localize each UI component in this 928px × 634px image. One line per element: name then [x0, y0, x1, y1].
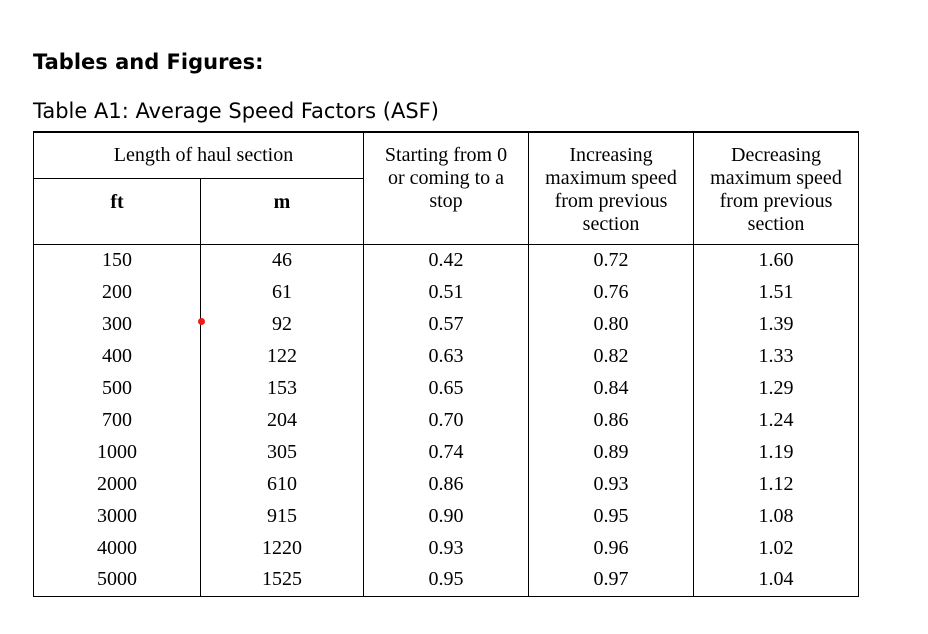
- cell-starting: 0.74: [363, 436, 529, 468]
- cell-starting: 0.51: [363, 276, 529, 308]
- table-row: 3000 915 0.90 0.95 1.08: [33, 500, 859, 532]
- section-heading: Tables and Figures:: [33, 50, 264, 74]
- red-marker-dot: [198, 318, 205, 325]
- cell-m: 915: [200, 500, 364, 532]
- table-row: 700 204 0.70 0.86 1.24: [33, 404, 859, 436]
- header-increasing-text: Increasing maximum speed from previous s…: [545, 144, 677, 235]
- cell-increasing: 0.86: [528, 404, 694, 436]
- cell-increasing: 0.72: [528, 244, 694, 276]
- cell-starting: 0.90: [363, 500, 529, 532]
- header-unit-m: m: [200, 178, 364, 245]
- cell-ft: 500: [33, 372, 201, 404]
- cell-increasing: 0.84: [528, 372, 694, 404]
- cell-increasing: 0.97: [528, 564, 694, 596]
- cell-decreasing: 1.12: [693, 468, 859, 500]
- cell-increasing: 0.89: [528, 436, 694, 468]
- cell-m: 153: [200, 372, 364, 404]
- cell-starting: 0.63: [363, 340, 529, 372]
- header-length-of-haul-section: Length of haul section: [33, 132, 364, 179]
- header-starting-from-zero: Starting from 0 or coming to a stop: [363, 132, 529, 245]
- cell-m: 305: [200, 436, 364, 468]
- cell-ft: 150: [33, 244, 201, 276]
- cell-decreasing: 1.02: [693, 532, 859, 564]
- cell-ft: 200: [33, 276, 201, 308]
- cell-ft: 2000: [33, 468, 201, 500]
- table-row: 1000 305 0.74 0.89 1.19: [33, 436, 859, 468]
- cell-m: 610: [200, 468, 364, 500]
- cell-m: 1525: [200, 564, 364, 596]
- cell-ft: 4000: [33, 532, 201, 564]
- cell-ft: 3000: [33, 500, 201, 532]
- header-unit-ft: ft: [33, 178, 201, 245]
- cell-ft: 5000: [33, 564, 201, 596]
- cell-starting: 0.86: [363, 468, 529, 500]
- header-starting-text: Starting from 0 or coming to a stop: [384, 144, 508, 212]
- table-row: 500 153 0.65 0.84 1.29: [33, 372, 859, 404]
- table-title: Table A1: Average Speed Factors (ASF): [33, 99, 439, 123]
- table-row: 300 92 0.57 0.80 1.39: [33, 308, 859, 340]
- cell-increasing: 0.80: [528, 308, 694, 340]
- table-row: 2000 610 0.86 0.93 1.12: [33, 468, 859, 500]
- header-row-group: Length of haul section Starting from 0 o…: [33, 132, 859, 245]
- cell-decreasing: 1.51: [693, 276, 859, 308]
- cell-increasing: 0.82: [528, 340, 694, 372]
- table-row: 5000 1525 0.95 0.97 1.04: [33, 564, 859, 596]
- cell-m: 1220: [200, 532, 364, 564]
- table-row: 400 122 0.63 0.82 1.33: [33, 340, 859, 372]
- table-row: 200 61 0.51 0.76 1.51: [33, 276, 859, 308]
- cell-m: 46: [200, 244, 364, 276]
- cell-m: 92: [200, 308, 364, 340]
- cell-starting: 0.95: [363, 564, 529, 596]
- asf-table: Length of haul section Starting from 0 o…: [33, 131, 859, 597]
- cell-ft: 400: [33, 340, 201, 372]
- cell-decreasing: 1.04: [693, 564, 859, 596]
- table-row: 4000 1220 0.93 0.96 1.02: [33, 532, 859, 564]
- cell-m: 122: [200, 340, 364, 372]
- cell-increasing: 0.95: [528, 500, 694, 532]
- cell-starting: 0.65: [363, 372, 529, 404]
- cell-starting: 0.93: [363, 532, 529, 564]
- cell-decreasing: 1.29: [693, 372, 859, 404]
- cell-increasing: 0.96: [528, 532, 694, 564]
- cell-increasing: 0.76: [528, 276, 694, 308]
- cell-decreasing: 1.19: [693, 436, 859, 468]
- cell-increasing: 0.93: [528, 468, 694, 500]
- cell-ft: 1000: [33, 436, 201, 468]
- table-row: 150 46 0.42 0.72 1.60: [33, 244, 859, 276]
- header-increasing-max-speed: Increasing maximum speed from previous s…: [528, 132, 694, 245]
- header-decreasing-text: Decreasing maximum speed from previous s…: [710, 144, 842, 235]
- cell-decreasing: 1.39: [693, 308, 859, 340]
- cell-ft: 700: [33, 404, 201, 436]
- cell-decreasing: 1.60: [693, 244, 859, 276]
- cell-decreasing: 1.33: [693, 340, 859, 372]
- cell-decreasing: 1.08: [693, 500, 859, 532]
- cell-starting: 0.70: [363, 404, 529, 436]
- header-decreasing-max-speed: Decreasing maximum speed from previous s…: [693, 132, 859, 245]
- cell-m: 61: [200, 276, 364, 308]
- header-row-units: ft m: [33, 178, 859, 245]
- cell-ft: 300: [33, 308, 201, 340]
- cell-starting: 0.42: [363, 244, 529, 276]
- cell-decreasing: 1.24: [693, 404, 859, 436]
- cell-m: 204: [200, 404, 364, 436]
- cell-starting: 0.57: [363, 308, 529, 340]
